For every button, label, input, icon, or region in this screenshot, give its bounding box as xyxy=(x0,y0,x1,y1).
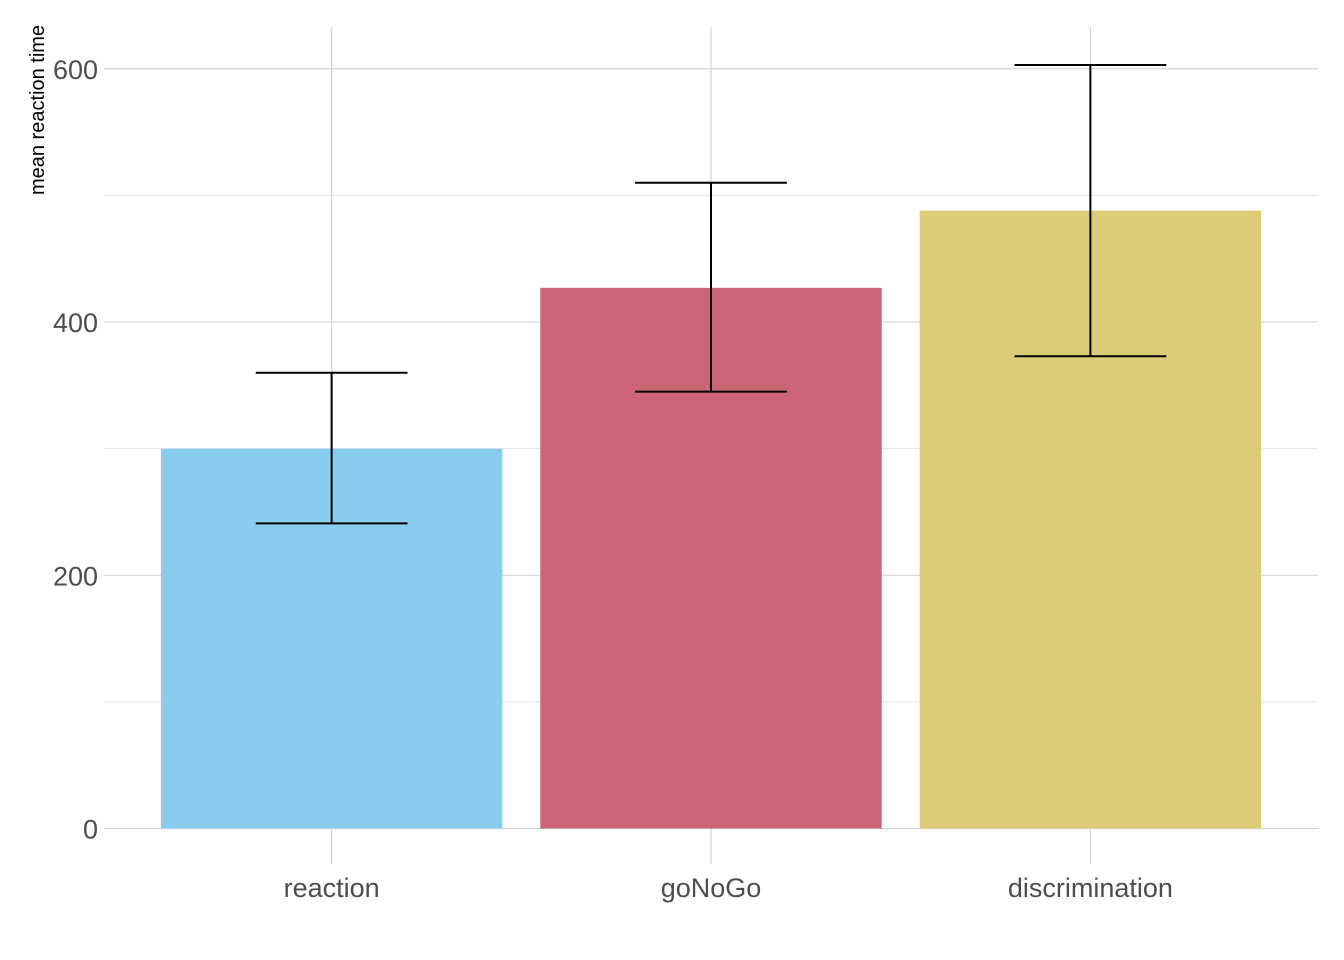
error-bars xyxy=(255,63,1167,525)
y-tick-label: 200 xyxy=(53,561,98,591)
error-bar-discrimination xyxy=(1014,63,1167,358)
error-bar-goNoGo xyxy=(635,181,787,393)
y-tick-label: 0 xyxy=(83,815,98,845)
x-tick-label-discrimination: discrimination xyxy=(1008,873,1173,903)
y-axis: 0 200 400 600 xyxy=(53,55,98,845)
error-bar-reaction xyxy=(255,371,408,525)
y-tick-label: 600 xyxy=(53,55,98,85)
y-axis-title: mean reaction time xyxy=(27,25,49,195)
y-tick-label: 400 xyxy=(53,308,98,338)
x-tick-label-reaction: reaction xyxy=(284,873,380,903)
x-tick-label-goNoGo: goNoGo xyxy=(661,873,762,903)
x-axis: reaction goNoGo discrimination xyxy=(284,873,1173,903)
